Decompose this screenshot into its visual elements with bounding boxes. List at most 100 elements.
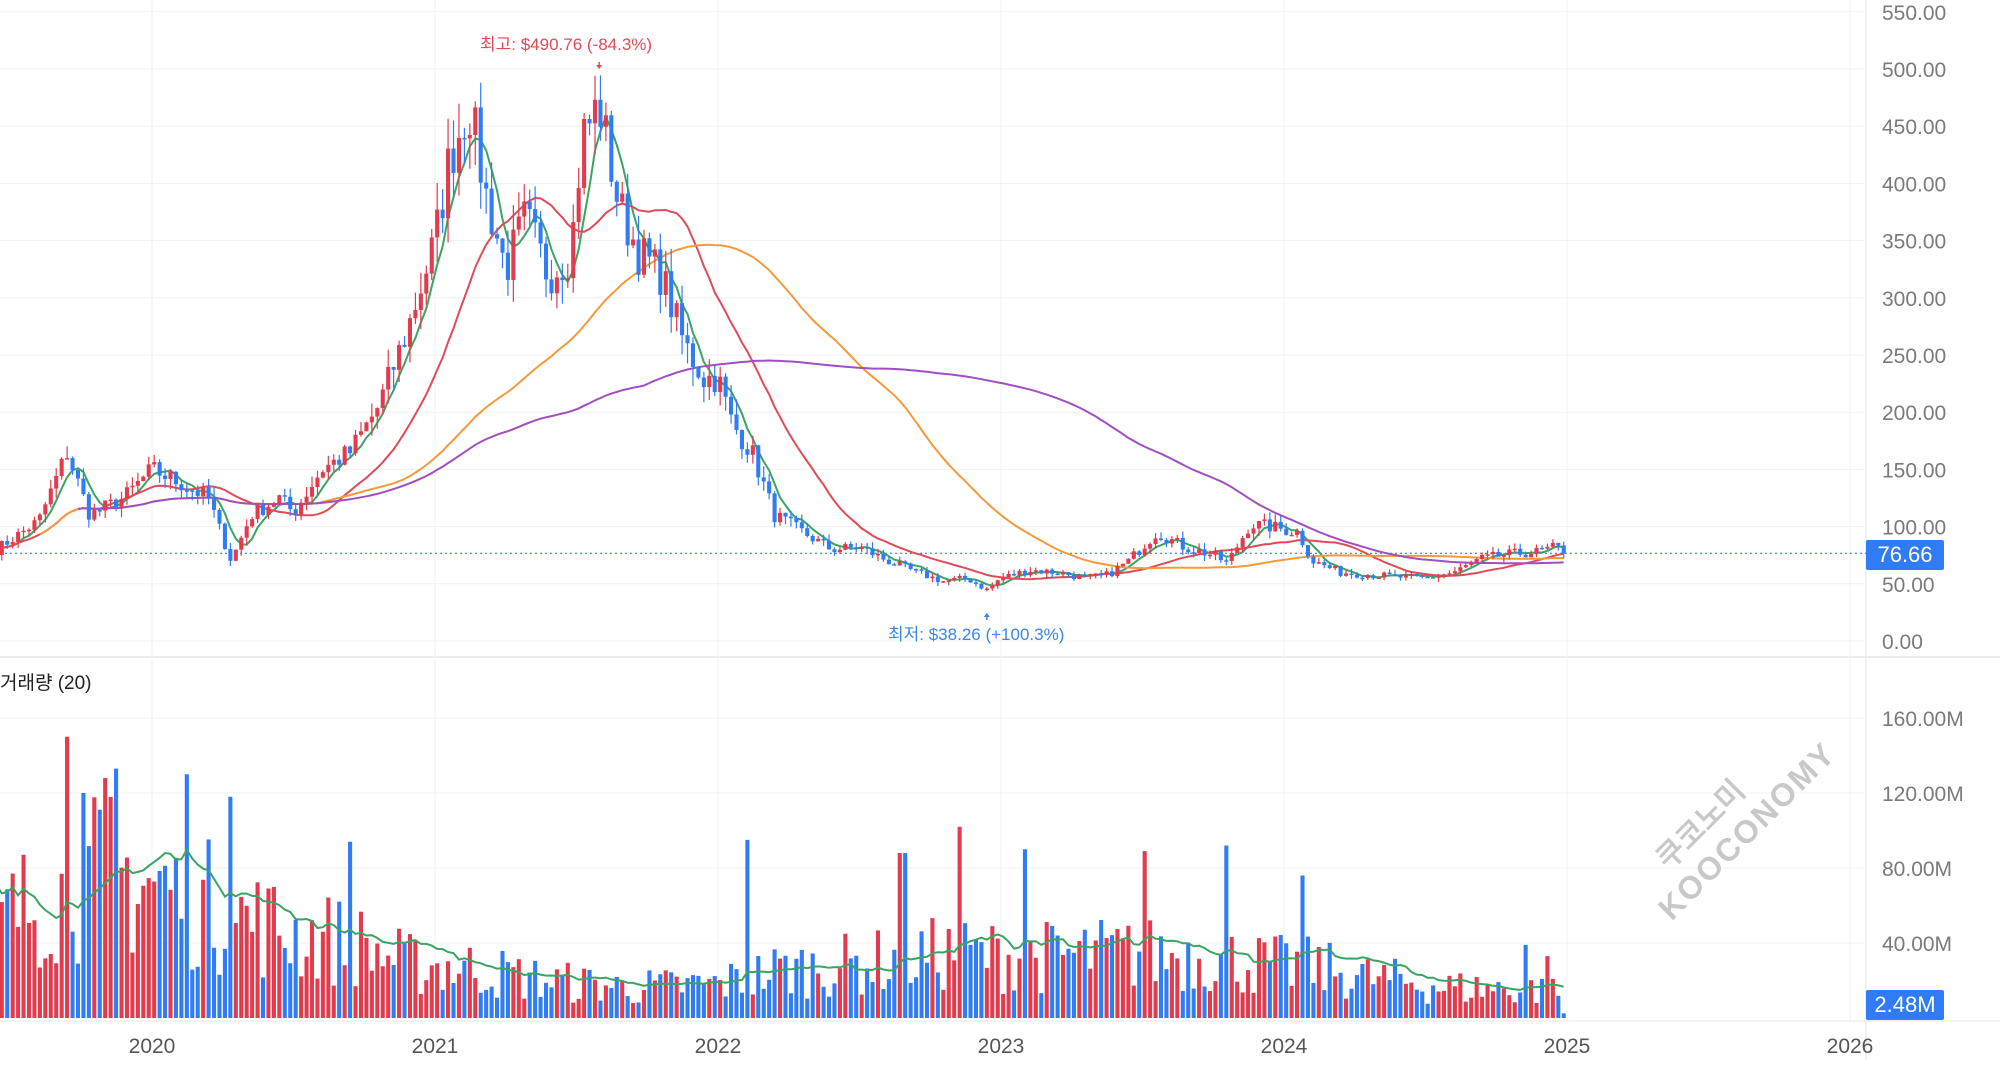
ma-line-120 [77, 359, 1564, 565]
volume-bar [1246, 970, 1251, 1018]
candle-body [750, 445, 755, 455]
volume-bar [173, 857, 178, 1018]
candle-body [271, 503, 276, 507]
candle-body [402, 344, 407, 347]
candle-body [353, 434, 358, 454]
candle-body [778, 512, 783, 523]
volume-bar [1295, 951, 1300, 1018]
volume-bar [1382, 965, 1387, 1018]
candle-body [309, 486, 315, 497]
volume-bar [70, 931, 75, 1018]
volume-bar [190, 969, 195, 1018]
volume-bar [1458, 973, 1463, 1018]
volume-bar [380, 966, 385, 1018]
candle-body [1316, 562, 1321, 564]
volume-bar [1191, 988, 1196, 1018]
volume-bar [244, 905, 249, 1018]
volume-bar [1251, 992, 1256, 1018]
candle-body [973, 582, 979, 584]
volume-bar [119, 867, 124, 1018]
volume-bar [592, 979, 598, 1018]
candle-body [440, 209, 445, 219]
candle-body [756, 445, 761, 478]
volume-bar [631, 1003, 636, 1018]
candle-body [603, 115, 608, 127]
candle-body [571, 222, 576, 279]
candle-body [582, 118, 587, 188]
candle-body [984, 588, 989, 591]
candle-body [446, 148, 451, 219]
candle-body [456, 137, 461, 173]
candle-body [701, 377, 706, 388]
candle-body [783, 512, 788, 517]
volume-bar [1164, 969, 1169, 1018]
candle-body [919, 569, 924, 571]
volume-bar [315, 978, 320, 1018]
candle-body [859, 546, 864, 550]
volume-bar [435, 963, 440, 1018]
volume-bar [37, 967, 42, 1018]
candle-body [826, 540, 832, 550]
volume-bar [658, 974, 663, 1018]
volume-bar [424, 980, 429, 1018]
volume-bar [805, 998, 810, 1018]
candle-body [413, 310, 418, 319]
volume-bar [114, 768, 119, 1018]
volume-bar [772, 949, 777, 1018]
volume-bar [582, 968, 587, 1018]
volume-bar [1409, 982, 1414, 1018]
candle-body [533, 209, 538, 223]
candle-body [364, 422, 369, 432]
candle-body [1441, 574, 1447, 577]
volume-bar [152, 881, 157, 1018]
candle-body [1126, 558, 1131, 564]
candle-body [331, 459, 336, 465]
candle-body [1414, 573, 1419, 576]
volume-bar [886, 979, 891, 1018]
volume-bar [1344, 998, 1349, 1018]
volume-bar [228, 796, 233, 1018]
candle-body [935, 576, 940, 583]
volume-bar [505, 962, 510, 1018]
volume-bar [239, 896, 244, 1018]
candle-body [114, 499, 119, 509]
volume-bar [696, 975, 701, 1018]
volume-bar [59, 873, 64, 1018]
volume-bar [647, 970, 652, 1018]
candle-body [184, 490, 189, 492]
volume-bar [1012, 990, 1017, 1018]
volume-bar [554, 969, 559, 1018]
volume-bar [32, 920, 37, 1018]
year-tick-label: 2026 [1827, 1035, 1874, 1058]
candle-body [832, 549, 837, 553]
candle-body [712, 375, 717, 393]
candle-body [739, 429, 744, 450]
volume-bar [1148, 920, 1153, 1018]
volume-bar [636, 1002, 641, 1018]
volume-bar [97, 809, 102, 1018]
candle-body [1044, 569, 1049, 574]
volume-bar [865, 968, 870, 1018]
volume-bar [848, 958, 853, 1018]
volume-bar [1441, 990, 1447, 1018]
volume-bar [674, 976, 679, 1018]
candle-body [1240, 538, 1245, 548]
candle-body [380, 389, 385, 409]
candle-body [1066, 572, 1071, 576]
candle-body [511, 229, 516, 280]
volume-bar [549, 987, 554, 1018]
candle-body [424, 273, 429, 294]
price-tick-label: 450.00 [1882, 116, 1946, 139]
volume-bar [1507, 995, 1512, 1018]
volume-bar [1452, 986, 1457, 1018]
candle-body [1071, 575, 1076, 579]
volume-bar [1197, 958, 1202, 1018]
volume-bar [1028, 940, 1033, 1018]
candle-body [304, 496, 309, 503]
candle-body [794, 518, 799, 523]
volume-bar [511, 967, 516, 1018]
volume-bar [407, 934, 413, 1018]
volume-bar [843, 933, 848, 1018]
candle-body [761, 477, 766, 482]
